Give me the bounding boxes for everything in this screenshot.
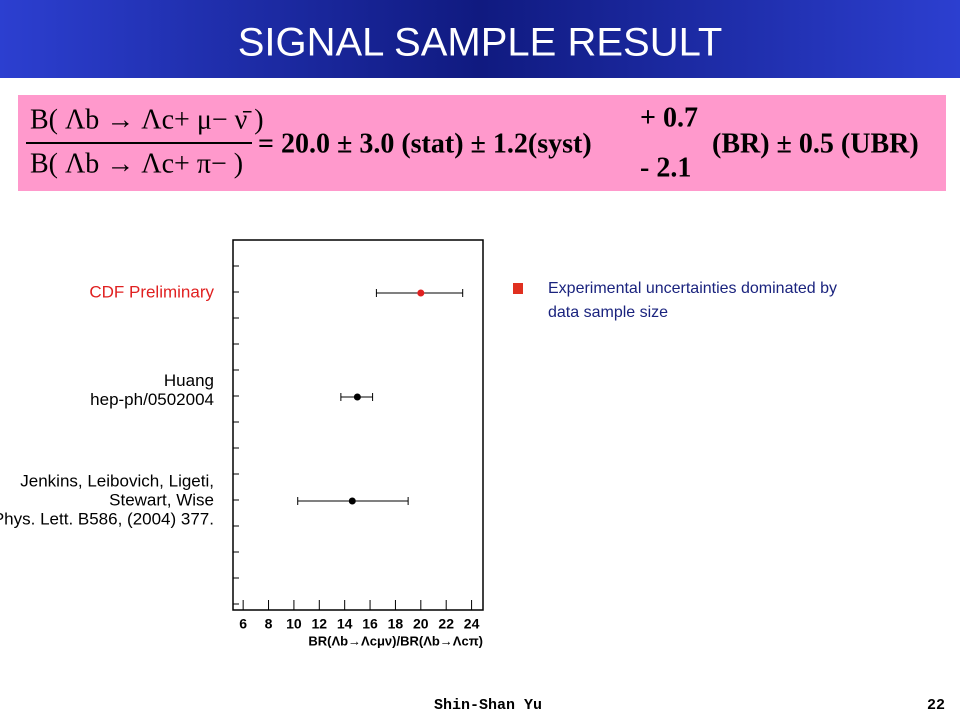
x-tick-label: 16	[362, 616, 378, 632]
x-tick-label: 20	[413, 616, 429, 632]
x-tick-label: 8	[265, 616, 273, 632]
category-label: Stewart, Wise	[109, 490, 214, 509]
formula-tail: (BR) ± 0.5 (UBR)	[712, 128, 919, 159]
x-tick-label: 6	[239, 616, 247, 632]
x-tick-label: 18	[388, 616, 404, 632]
slide-title: SIGNAL SAMPLE RESULT	[238, 21, 723, 65]
plot: 6 8 10 12 14 16 18 20 22 24BR(Λb→Λcμν)/BR(Λb→Λcπ)…	[0, 265, 483, 648]
bullet-text: data sample size	[548, 304, 668, 321]
category-label: CDF Preliminary	[89, 282, 214, 301]
x-tick-label: 14	[337, 616, 353, 632]
point	[348, 497, 356, 505]
category-label: Huang	[164, 371, 214, 390]
title-bar	[0, 0, 960, 78]
x-tick-label: 12	[312, 616, 328, 632]
bullet-icon	[513, 283, 523, 294]
category-label: Jenkins, Leibovich, Ligeti,	[20, 471, 214, 490]
x-axis-label: BR(Λb→Λcμν)/BR(Λb→Λcπ)	[308, 633, 483, 648]
formula-minus: - 2.1	[640, 152, 691, 183]
point	[353, 393, 361, 401]
x-tick-label: 22	[438, 616, 454, 632]
point	[417, 289, 425, 297]
bullet-text: Experimental uncertainties dominated by	[548, 280, 837, 297]
formula-result: = 20.0 ± 3.0 (stat) ± 1.2(syst)	[258, 128, 592, 159]
x-tick-label: 10	[286, 616, 302, 632]
formula-plus: + 0.7	[640, 102, 698, 133]
formula-numerator: B( Λb → Λc+ μ− ν̄ )	[30, 104, 264, 135]
formula-denominator: B( Λb → Λc+ π− )	[30, 148, 243, 179]
category-label: hep-ph/0502004	[90, 390, 214, 409]
x-tick-label: 24	[464, 616, 480, 632]
footer-author: Shin-Shan Yu	[434, 697, 542, 714]
category-label: Phys. Lett. B586, (2004) 377.	[0, 509, 214, 528]
footer-page: 22	[927, 697, 945, 714]
plot-frame	[232, 239, 484, 611]
